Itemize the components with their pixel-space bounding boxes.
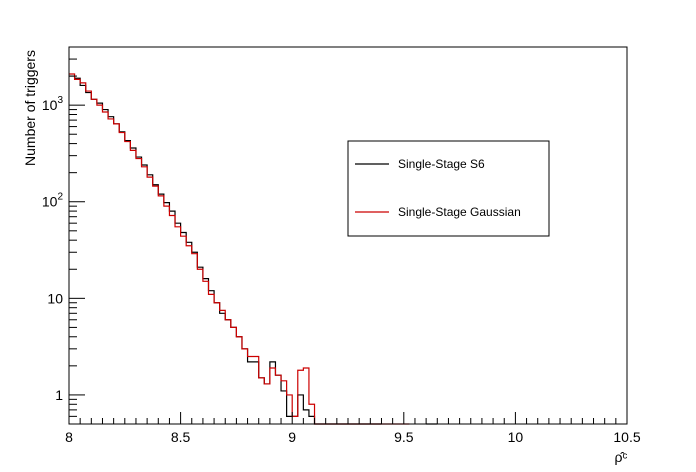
x-axis-title: ρ̂ᶜ [615, 449, 628, 465]
y-tick-label: 1 [55, 387, 63, 403]
legend-box [347, 140, 550, 237]
x-tick-label: 10.5 [613, 429, 640, 445]
x-tick-label: 8 [65, 429, 73, 445]
x-tick-label: 9.5 [394, 429, 414, 445]
legend-label-1: Single-Stage S6 [398, 157, 485, 171]
x-axis: 8 8.5 9 9.5 10 10.5 [65, 412, 641, 445]
series-line-2 [69, 73, 410, 425]
x-tick-label: 10 [508, 429, 524, 445]
legend-label-2: Single-Stage Gaussian [398, 205, 521, 219]
x-tick-label: 9 [288, 429, 296, 445]
x-tick-label: 8.5 [171, 429, 191, 445]
y-axis-title: Number of triggers [22, 50, 38, 166]
y-tick-label: 10 [47, 290, 63, 306]
legend: Single-Stage S6 Single-Stage Gaussian [347, 140, 550, 237]
